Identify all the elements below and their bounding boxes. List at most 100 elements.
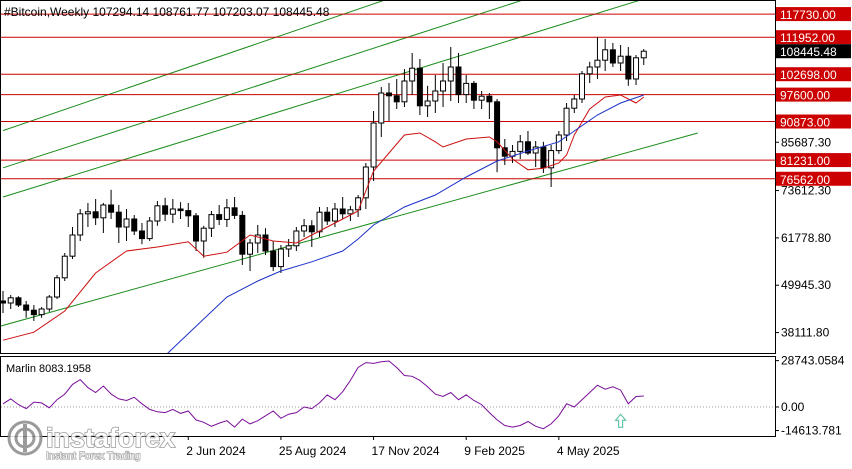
level-label-4: 97600.00 [780, 89, 830, 103]
candle-body [470, 82, 477, 101]
candle-body [15, 297, 22, 306]
channel-line-3 [2, 1, 384, 132]
candle-body [347, 209, 354, 215]
current-price-label: 108445.48 [780, 45, 837, 59]
time-axis: 2 Jun 2024 25 Aug 2024 17 Nov 2024 9 Feb 20… [186, 436, 620, 458]
channel-line-4 [1, 132, 698, 327]
candle-body [432, 90, 439, 102]
ohlc-readout: 107294.14 108761.77 107203.07 108445.48 [93, 5, 330, 19]
candle-body [355, 197, 362, 211]
candle-body [324, 211, 331, 222]
watermark-tagline: Instant Forex Trading [46, 451, 141, 462]
candle-body [494, 101, 501, 149]
candle-body [270, 250, 277, 268]
candle-body [1, 300, 6, 304]
candle-body [640, 50, 647, 59]
candle-body [223, 207, 230, 220]
time-tick-label: 4 May 2025 [557, 444, 620, 458]
up-arrow-icon [614, 413, 627, 428]
candle-body [609, 49, 616, 64]
candle-body [77, 213, 84, 236]
candle-body [339, 208, 346, 215]
candle-body [23, 304, 30, 311]
candle-body [208, 214, 215, 229]
candle-body [69, 234, 76, 257]
candle-body [200, 227, 207, 242]
candle-body [84, 211, 91, 215]
candle-body [617, 55, 624, 64]
candle-body [38, 308, 45, 316]
candle-body [594, 59, 601, 68]
candle-body [370, 122, 377, 168]
candle-body [61, 255, 68, 279]
trend-channel-lines [1, 1, 698, 327]
channel-line-1 [2, 1, 639, 198]
level-label-1: 117730.00 [780, 8, 836, 22]
moving-average-red [2, 94, 645, 341]
candle-body [154, 205, 161, 222]
candle-body [30, 309, 37, 316]
candle-body [231, 207, 238, 216]
candle-body [455, 66, 462, 96]
candle-body [308, 225, 315, 233]
svg-text:#Bitcoin,Weekly 107294.14 108: #Bitcoin,Weekly 107294.14 108761.77 1072… [4, 5, 330, 19]
time-tick-label: 17 Nov 2024 [372, 444, 440, 458]
candle-body [131, 218, 138, 232]
candle-body [524, 141, 531, 154]
candle-body [424, 100, 431, 107]
candle-body [463, 82, 470, 96]
candle-body [123, 218, 130, 228]
indicator-label: Marlin 8083.1958 [6, 363, 91, 375]
level-label-2: 111952.00 [780, 31, 835, 45]
candle-body [262, 234, 269, 252]
price-tick-label: 38111.80 [781, 326, 830, 340]
candle-body [532, 146, 539, 154]
indicator-tick-label: 28743.0584 [781, 354, 845, 368]
time-tick-label: 25 Aug 2024 [279, 444, 347, 458]
candle-body [46, 296, 53, 310]
candle-body [115, 211, 122, 228]
candle-body [216, 214, 223, 220]
candle-body [517, 141, 524, 152]
candle-body [331, 208, 338, 222]
indicator-tick-label: -14613.781 [781, 424, 842, 438]
candle-body [579, 73, 585, 100]
candle-body [386, 92, 392, 97]
price-tick-label: 61778.80 [781, 231, 831, 245]
candle-body [316, 211, 323, 233]
candle-body [92, 211, 99, 219]
watermark-brand: instaforex [46, 423, 175, 453]
indicator-line [2, 360, 644, 430]
candle-body [571, 98, 578, 109]
instaforex-logo: instaforex Instant Forex Trading [7, 420, 176, 463]
symbol-label: #Bitcoin,Weekly [4, 5, 89, 19]
candle-body [416, 67, 423, 107]
candle-body [393, 95, 400, 103]
candle-body [625, 55, 632, 80]
candle-body [277, 248, 284, 268]
level-label-box-5 [776, 114, 851, 129]
candle-body [378, 92, 385, 124]
channel-line-2 [2, 1, 522, 169]
candle-body [602, 49, 609, 61]
price-axis: 38111.80 49945.30 61778.80 73612.30 85687.30… [775, 44, 851, 340]
time-tick-label: 9 Feb 2025 [464, 444, 525, 458]
price-tick-label: 73612.30 [781, 184, 831, 198]
level-label-box-2 [776, 30, 851, 45]
level-label-3: 102698.00 [780, 68, 837, 82]
moving-averages [2, 94, 645, 353]
candle-body [301, 225, 308, 232]
candlesticks [1, 37, 647, 321]
level-label-6: 81231.00 [780, 154, 830, 168]
price-tick-label: 85687.30 [781, 135, 831, 149]
candle-body [501, 147, 508, 157]
time-tick-label: 2 Jun 2024 [186, 444, 246, 458]
candle-body [193, 215, 199, 242]
level-label-5: 90873.00 [780, 116, 830, 130]
candle-body [185, 210, 192, 217]
candle-body [293, 230, 300, 247]
candle-body [7, 297, 14, 304]
candle-body [563, 107, 570, 136]
candle-body [540, 146, 547, 169]
